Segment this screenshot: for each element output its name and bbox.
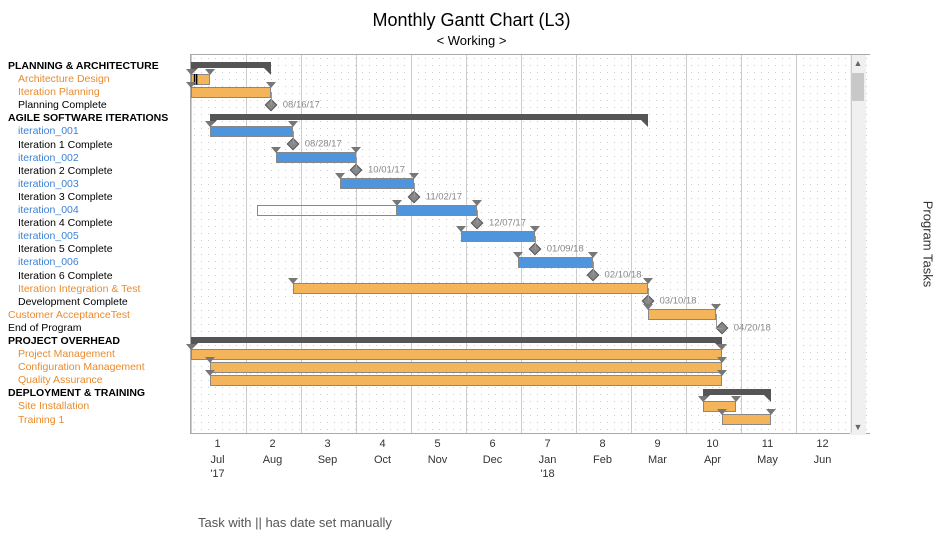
- x-month-label: Jul: [210, 454, 224, 466]
- x-tick: 2: [269, 438, 275, 450]
- footer-note: Task with || has date set manually: [198, 515, 392, 530]
- scroll-up-icon[interactable]: ▲: [850, 55, 866, 71]
- task-row: Iteration 4 Complete: [8, 217, 190, 230]
- gantt-bar: [340, 178, 414, 189]
- milestone-date-label: 12/07/17: [489, 217, 526, 228]
- x-month-label: Jun: [814, 454, 832, 466]
- phase-bar: [703, 389, 772, 395]
- gantt-bar: [276, 152, 356, 163]
- x-tick: 1: [214, 438, 220, 450]
- gantt-bar: [518, 257, 592, 268]
- scroll-down-icon[interactable]: ▼: [850, 419, 866, 435]
- x-tick: 7: [544, 438, 550, 450]
- task-row: Iteration Integration & Test: [8, 283, 190, 296]
- task-row: Quality Assurance: [8, 374, 190, 387]
- task-row: Iteration 6 Complete: [8, 270, 190, 283]
- x-month-label: Jan: [539, 454, 557, 466]
- task-row: Planning Complete: [8, 99, 190, 112]
- x-month-label: Feb: [593, 454, 612, 466]
- milestone-date-label: 08/16/17: [283, 99, 320, 110]
- task-row: Iteration 3 Complete: [8, 191, 190, 204]
- milestone-date-label: 04/20/18: [734, 322, 771, 333]
- gantt-bar: [191, 349, 722, 360]
- x-tick: 4: [379, 438, 385, 450]
- task-row: Project Management: [8, 348, 190, 361]
- task-row: Iteration 5 Complete: [8, 243, 190, 256]
- x-tick: 10: [706, 438, 718, 450]
- x-tick: 3: [324, 438, 330, 450]
- gantt-chart: ▲ ▼ ||08/16/1708/28/1710/01/1711/02/1712…: [190, 54, 870, 434]
- x-month-label: Oct: [374, 454, 391, 466]
- phase-row: AGILE SOFTWARE ITERATIONS: [8, 112, 190, 125]
- x-month-label: Aug: [263, 454, 283, 466]
- task-row: Site Installation: [8, 400, 190, 413]
- x-tick: 5: [434, 438, 440, 450]
- scroll-thumb[interactable]: [852, 73, 864, 101]
- milestone-date-label: 11/02/17: [426, 191, 462, 202]
- milestone-date-label: 02/10/18: [605, 270, 642, 281]
- task-row: iteration_001: [8, 125, 190, 138]
- gantt-bar: [293, 283, 648, 294]
- x-month-label: Nov: [428, 454, 448, 466]
- x-tick: 9: [654, 438, 660, 450]
- task-row: Iteration Planning: [8, 86, 190, 99]
- task-row: Development Complete: [8, 296, 190, 309]
- gantt-bar: [722, 414, 772, 425]
- gantt-bar: [191, 87, 271, 98]
- x-tick: 8: [599, 438, 605, 450]
- gantt-bar: [461, 231, 535, 242]
- milestone-date-label: 08/28/17: [305, 139, 342, 150]
- x-year-label: '17: [210, 468, 224, 480]
- task-row: Training 1: [8, 414, 190, 427]
- y-axis-label: Program Tasks: [920, 201, 935, 287]
- gantt-bar: [210, 375, 722, 386]
- phase-bar: [210, 114, 647, 120]
- gantt-bar: [210, 362, 722, 373]
- gantt-bar: [210, 126, 293, 137]
- milestone-date-label: 03/10/18: [660, 296, 697, 307]
- chart-subtitle: < Working >: [0, 31, 943, 54]
- x-month-label: Dec: [483, 454, 503, 466]
- task-row: iteration_005: [8, 230, 190, 243]
- task-row: Iteration 2 Complete: [8, 165, 190, 178]
- task-row: iteration_004: [8, 204, 190, 217]
- task-row: iteration_006: [8, 256, 190, 269]
- task-list: PLANNING & ARCHITECTUREArchitecture Desi…: [0, 54, 190, 434]
- x-tick: 12: [816, 438, 828, 450]
- x-month-label: May: [757, 454, 778, 466]
- milestone-date-label: 01/09/18: [547, 243, 584, 254]
- x-month-label: Mar: [648, 454, 667, 466]
- x-month-label: Sep: [318, 454, 338, 466]
- phase-row: DEPLOYMENT & TRAINING: [8, 387, 190, 400]
- phase-bar: [191, 337, 722, 343]
- task-row: Configuration Management: [8, 361, 190, 374]
- chart-title: Monthly Gantt Chart (L3): [0, 0, 943, 31]
- task-row: End of Program: [8, 322, 190, 335]
- vertical-scrollbar[interactable]: ▲ ▼: [850, 55, 866, 435]
- x-tick: 11: [762, 438, 773, 450]
- task-row: Architecture Design: [8, 73, 190, 86]
- x-month-label: Apr: [704, 454, 721, 466]
- task-row: Customer AcceptanceTest: [8, 309, 190, 322]
- milestone-date-label: 10/01/17: [368, 165, 405, 176]
- phase-bar: [191, 62, 271, 68]
- x-tick: 6: [489, 438, 495, 450]
- gantt-bar: [648, 309, 717, 320]
- phase-row: PROJECT OVERHEAD: [8, 335, 190, 348]
- task-row: iteration_003: [8, 178, 190, 191]
- x-year-label: '18: [540, 468, 554, 480]
- phase-row: PLANNING & ARCHITECTURE: [8, 60, 190, 73]
- gantt-bar: [397, 205, 477, 216]
- task-row: iteration_002: [8, 152, 190, 165]
- task-row: Iteration 1 Complete: [8, 139, 190, 152]
